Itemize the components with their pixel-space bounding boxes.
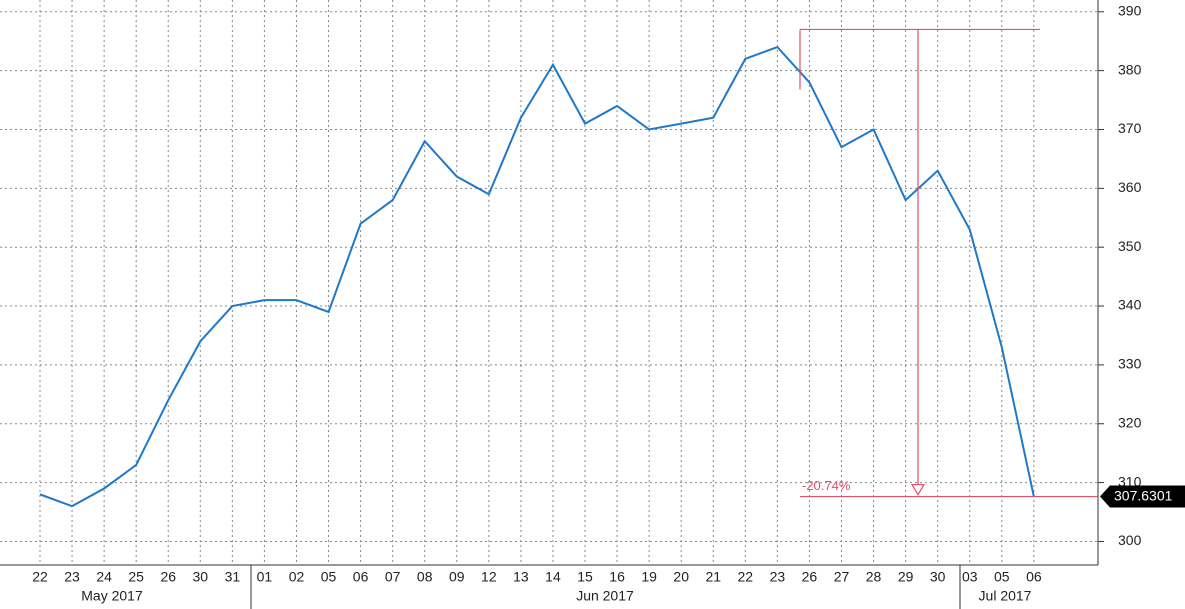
x-tick-label: 20 — [673, 569, 689, 585]
last-price-tag — [1100, 485, 1185, 508]
y-tick-label: 360 — [1118, 179, 1142, 195]
month-label: May 2017 — [81, 588, 143, 604]
x-tick-label: 12 — [481, 569, 497, 585]
x-tick-label: 31 — [225, 569, 241, 585]
x-tick-label: 16 — [609, 569, 625, 585]
x-tick-label: 01 — [257, 569, 273, 585]
annotation-label: -20.74% — [802, 478, 851, 493]
x-tick-label: 15 — [577, 569, 593, 585]
x-tick-label: 02 — [289, 569, 305, 585]
y-tick-label: 340 — [1118, 297, 1142, 313]
x-tick-label: 23 — [770, 569, 786, 585]
y-tick-label: 310 — [1118, 473, 1142, 489]
price-line — [39, 45, 1035, 508]
y-tick-label: 330 — [1118, 356, 1142, 372]
x-tick-label: 27 — [834, 569, 850, 585]
last-price-label: 307.6301 — [1114, 487, 1173, 503]
x-tick-label: 22 — [738, 569, 754, 585]
x-tick-label: 26 — [160, 569, 176, 585]
x-tick-label: 25 — [128, 569, 144, 585]
y-tick-label: 320 — [1118, 414, 1142, 430]
x-tick-label: 06 — [1026, 569, 1042, 585]
x-tick-label: 07 — [385, 569, 401, 585]
y-tick-label: 390 — [1118, 2, 1142, 18]
x-tick-label: 23 — [64, 569, 80, 585]
x-tick-label: 09 — [449, 569, 465, 585]
x-tick-label: 30 — [930, 569, 946, 585]
x-tick-label: 26 — [802, 569, 818, 585]
x-tick-label: 03 — [962, 569, 978, 585]
x-tick-label: 05 — [321, 569, 337, 585]
x-tick-label: 29 — [898, 569, 914, 585]
y-tick-label: 300 — [1118, 532, 1142, 548]
month-label: Jun 2017 — [576, 588, 634, 604]
month-label: Jul 2017 — [979, 588, 1032, 604]
x-tick-label: 19 — [641, 569, 657, 585]
x-tick-label: 13 — [513, 569, 529, 585]
x-tick-label: 21 — [705, 569, 721, 585]
x-tick-label: 08 — [417, 569, 433, 585]
x-tick-label: 28 — [866, 569, 882, 585]
x-tick-label: 05 — [994, 569, 1010, 585]
y-tick-label: 370 — [1118, 120, 1142, 136]
y-tick-label: 380 — [1118, 61, 1142, 77]
x-tick-label: 24 — [96, 569, 112, 585]
annotation-arrow — [910, 483, 926, 496]
x-tick-label: 22 — [32, 569, 48, 585]
x-tick-label: 06 — [353, 569, 369, 585]
x-tick-label: 30 — [193, 569, 209, 585]
y-tick-label: 350 — [1118, 238, 1142, 254]
x-tick-label: 14 — [545, 569, 561, 585]
